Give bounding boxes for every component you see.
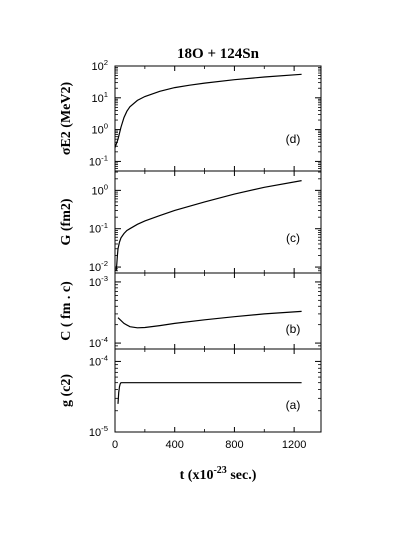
panel-label-c: (c) (286, 231, 300, 245)
x-tick-label-2: 800 (225, 439, 243, 451)
y-tick-label-a-1: 10-5 (89, 424, 108, 439)
series-line-b (117, 310, 302, 329)
panel-label-d: (d) (286, 132, 301, 146)
y-tick-label-c-2: 10-2 (89, 259, 108, 274)
panel-frame-b (114, 272, 322, 350)
y-tick-label-b-1: 10-4 (89, 335, 109, 350)
panel-frame-c (114, 170, 322, 274)
x-tick-label-3: 1200 (282, 439, 306, 451)
y-tick-label-d-1: 101 (91, 90, 108, 105)
series-line-c (115, 180, 302, 271)
y-axis-label-a: g (c2) (59, 374, 74, 407)
y-tick-label-d-3: 10-1 (89, 153, 108, 168)
y-axis-label-d: σE2 (MeV2) (59, 82, 74, 156)
y-tick-label-c-0: 100 (91, 182, 108, 197)
chart-title: 18O + 124Sn (177, 46, 260, 62)
x-tick-label-1: 400 (166, 439, 184, 451)
y-tick-label-d-2: 100 (91, 122, 108, 137)
y-axis-label-c: G (fm2) (59, 198, 74, 245)
y-axis-label-b: C ( fm . c) (59, 281, 74, 341)
y-tick-label-b-0: 10-3 (89, 274, 108, 289)
series-line-a (117, 382, 302, 404)
y-tick-label-a-0: 10-4 (89, 353, 109, 368)
x-tick-label-0: 0 (112, 439, 118, 451)
panel-label-b: (b) (286, 322, 301, 336)
y-tick-label-d-0: 102 (91, 58, 108, 73)
x-axis-label: t (x10-23 sec.) (180, 465, 257, 483)
panel-frame-a (114, 348, 322, 433)
panel-label-a: (a) (286, 398, 301, 412)
y-tick-label-c-1: 10-1 (89, 221, 108, 236)
series-line-d (114, 73, 302, 148)
